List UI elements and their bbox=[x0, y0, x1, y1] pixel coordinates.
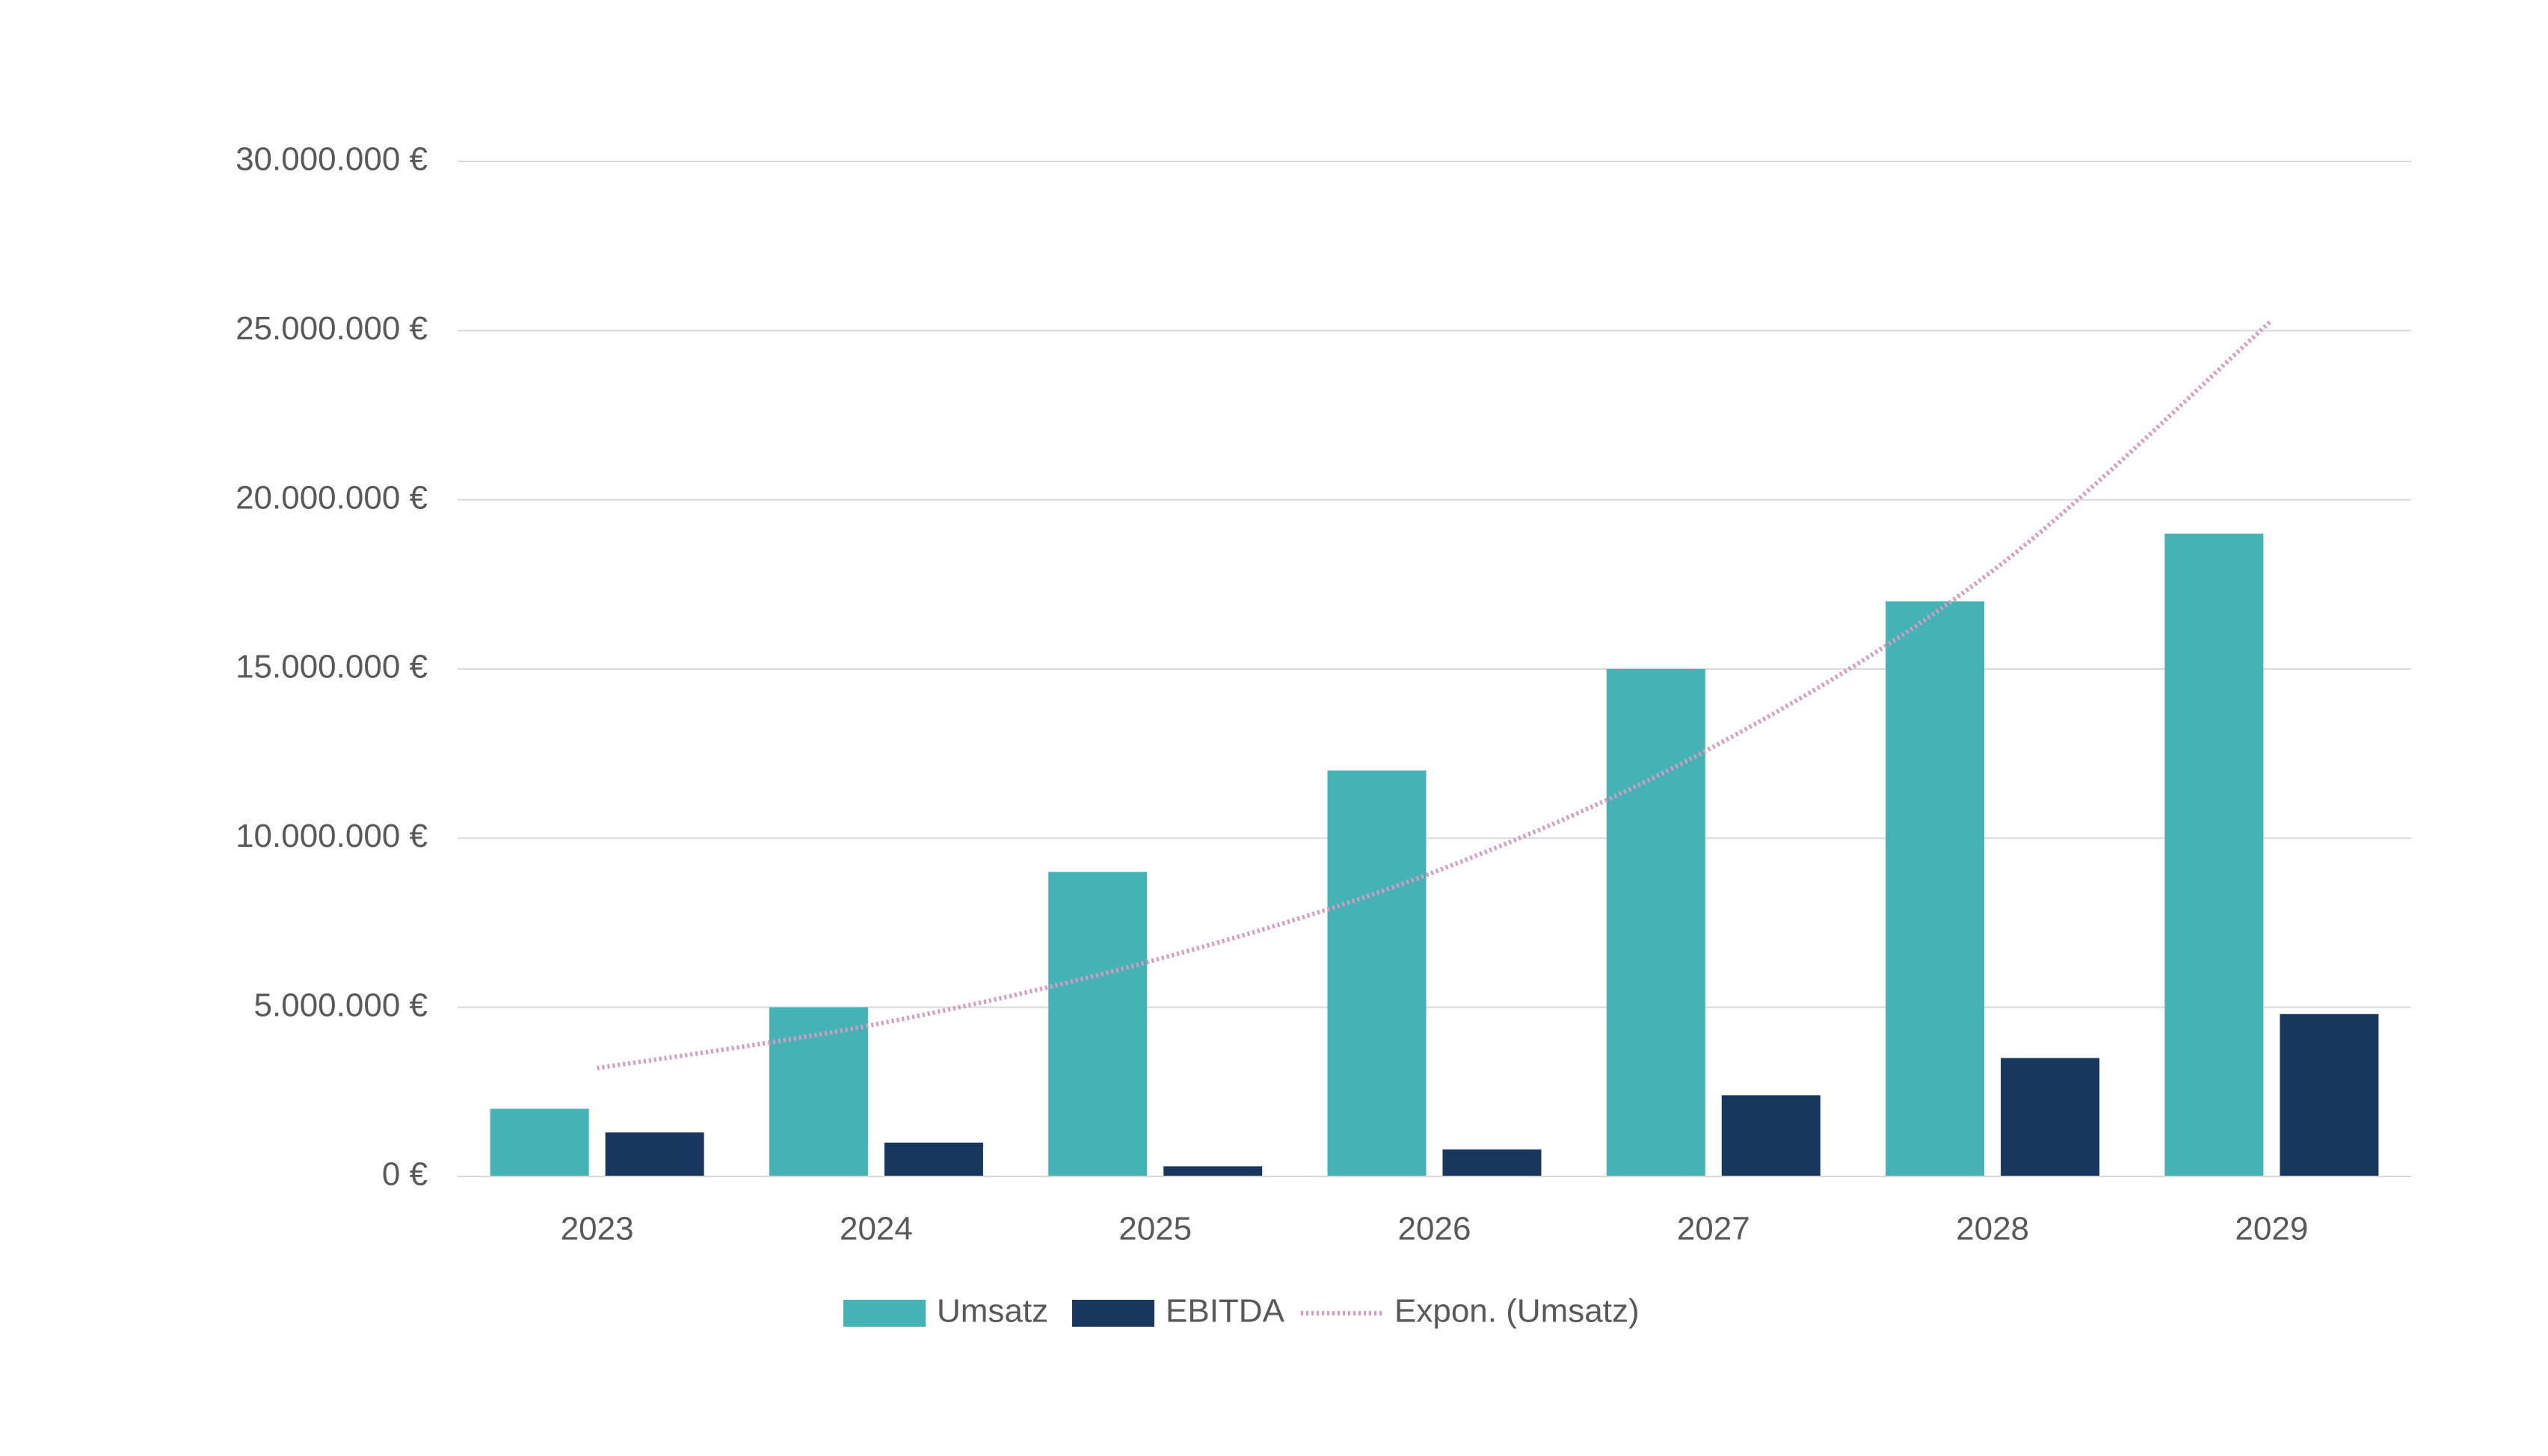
bar bbox=[769, 1007, 868, 1176]
legend-label: Umsatz bbox=[937, 1293, 1048, 1330]
bar bbox=[1048, 872, 1148, 1176]
bar bbox=[2280, 1014, 2379, 1176]
bar bbox=[490, 1108, 589, 1176]
x-tick-label: 2025 bbox=[1118, 1211, 1192, 1247]
legend-label: Expon. (Umsatz) bbox=[1394, 1293, 1640, 1330]
x-tick-label: 2029 bbox=[2235, 1211, 2308, 1247]
bar bbox=[1442, 1149, 1542, 1176]
y-tick-label: 20.000.000 € bbox=[236, 479, 428, 516]
x-tick-label: 2027 bbox=[1677, 1211, 1750, 1247]
legend-swatch bbox=[843, 1300, 926, 1327]
x-tick-label: 2024 bbox=[840, 1211, 913, 1247]
bar bbox=[2001, 1058, 2100, 1176]
trend-line bbox=[597, 318, 2274, 1071]
bar bbox=[1327, 770, 1427, 1176]
x-tick-label: 2028 bbox=[1956, 1211, 2029, 1247]
bar bbox=[1606, 669, 1705, 1176]
y-tick-label: 10.000.000 € bbox=[236, 818, 428, 854]
y-tick-label: 0 € bbox=[382, 1156, 428, 1193]
y-tick-label: 15.000.000 € bbox=[236, 649, 428, 685]
x-tick-label: 2026 bbox=[1398, 1211, 1471, 1247]
legend-swatch bbox=[1072, 1300, 1154, 1327]
x-tick-label: 2023 bbox=[561, 1211, 634, 1247]
bar bbox=[2164, 533, 2264, 1176]
y-tick-label: 25.000.000 € bbox=[236, 310, 428, 347]
bar bbox=[1163, 1166, 1263, 1176]
y-tick-label: 5.000.000 € bbox=[254, 987, 428, 1023]
bar bbox=[1886, 601, 1985, 1176]
legend-label: EBITDA bbox=[1166, 1293, 1285, 1330]
bar bbox=[884, 1142, 983, 1176]
bar bbox=[605, 1132, 704, 1176]
y-tick-label: 30.000.000 € bbox=[236, 141, 428, 178]
bar bbox=[1721, 1095, 1821, 1176]
